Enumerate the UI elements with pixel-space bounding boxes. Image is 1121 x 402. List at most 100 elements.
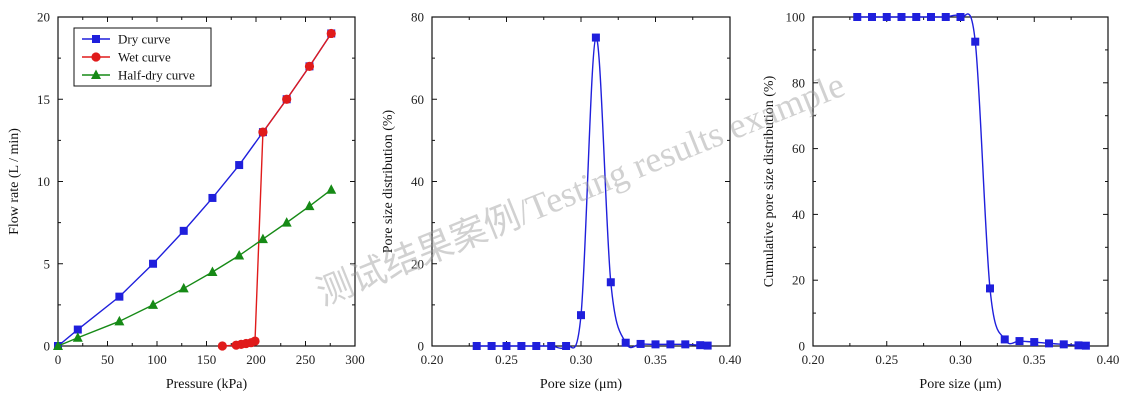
data-point: [1015, 337, 1024, 346]
data-point: [912, 13, 921, 21]
data-point: [971, 37, 980, 46]
legend-marker: [91, 52, 101, 62]
data-point: [257, 233, 268, 244]
series-1: [472, 33, 712, 350]
data-point: [179, 226, 188, 235]
x-axis-label: Pressure (kPa): [166, 377, 248, 392]
data-point: [72, 332, 83, 342]
data-point: [1081, 341, 1090, 350]
data-point: [208, 193, 217, 202]
data-point: [897, 13, 906, 21]
data-point: [577, 311, 585, 320]
data-point: [621, 338, 630, 347]
series-2: [217, 28, 336, 351]
data-point: [696, 341, 705, 350]
legend-item: Dry curve: [82, 32, 171, 47]
y-tick-label: 60: [792, 141, 805, 156]
series-line: [57, 189, 332, 347]
legend-label: Wet curve: [118, 50, 171, 65]
data-point: [1045, 339, 1053, 348]
data-point: [148, 299, 159, 309]
data-point: [986, 284, 994, 293]
plot-frame: [812, 16, 1109, 347]
legend: Dry curve Wet curve Half-dry curve: [73, 27, 212, 87]
y-tick-label: 20: [411, 256, 424, 271]
data-point: [304, 200, 315, 211]
data-point: [217, 341, 227, 351]
legend-label: Dry curve: [118, 32, 171, 47]
x-tick-label: 0.20: [802, 352, 825, 367]
data-point: [258, 127, 268, 137]
y-tick-label: 15: [37, 92, 50, 107]
y-tick-label: 40: [411, 174, 424, 189]
y-tick-label: 40: [792, 207, 805, 222]
y-tick-label: 0: [799, 339, 806, 354]
legend-marker: [91, 69, 101, 79]
data-point: [703, 341, 712, 350]
data-point: [326, 184, 337, 194]
data-point: [1074, 341, 1083, 350]
x-tick-label: 150: [197, 352, 217, 367]
data-point: [547, 342, 556, 350]
x-axis-label: Pore size (μm): [540, 377, 622, 392]
x-tick-label: 0.40: [719, 352, 742, 367]
data-point: [178, 282, 189, 293]
data-point: [853, 13, 862, 21]
data-point: [234, 250, 245, 260]
data-point: [941, 13, 950, 21]
y-tick-label: 10: [37, 174, 50, 189]
legend-item: Half-dry curve: [82, 68, 195, 83]
x-tick-label: 0.35: [644, 352, 667, 367]
y-tick-label: 5: [44, 256, 51, 271]
chart-panel-2: 0.20 0.25 0.30 0.35 0.40 0 20 40 60 80 Pore size (…: [381, 10, 741, 393]
chart-panel-3: 0.20 0.25 0.30 0.35 0.40 0 20 40 60 80 100 Pore siz…: [762, 10, 1119, 393]
data-point: [487, 342, 496, 350]
legend-item: Wet curve: [82, 50, 171, 65]
x-tick-label: 300: [345, 352, 365, 367]
data-point: [591, 33, 600, 42]
data-point: [562, 342, 571, 350]
data-point: [502, 342, 511, 350]
data-point: [115, 292, 124, 301]
y-tick-label: 0: [44, 339, 51, 354]
data-point: [1000, 335, 1009, 344]
y-tick-label: 20: [37, 10, 50, 25]
data-point: [666, 340, 675, 349]
x-tick-label: 0.25: [875, 352, 898, 367]
data-point: [1030, 338, 1039, 347]
data-point: [304, 61, 315, 71]
legend-marker: [92, 35, 100, 43]
data-point: [326, 28, 336, 39]
data-point: [1059, 340, 1068, 349]
data-point: [956, 13, 965, 21]
legend-label: Half-dry curve: [118, 68, 195, 83]
y-tick-label: 0: [418, 339, 425, 354]
data-point: [517, 342, 526, 350]
x-tick-label: 100: [147, 352, 167, 367]
data-point: [636, 339, 645, 348]
data-point: [868, 13, 876, 21]
y-tick-label: 20: [792, 273, 805, 288]
series-line: [222, 33, 332, 347]
data-point: [927, 13, 935, 21]
data-point: [606, 278, 615, 287]
data-point: [235, 161, 244, 170]
y-axis-label: Flow rate (L / min): [7, 128, 22, 235]
y-tick-label: 80: [411, 10, 424, 25]
data-point: [681, 340, 690, 349]
series-3: [53, 184, 337, 350]
series-1: [853, 13, 1090, 350]
data-point: [282, 94, 292, 104]
x-tick-label: 200: [246, 352, 266, 367]
x-tick-label: 250: [296, 352, 316, 367]
x-tick-label: 0: [55, 352, 62, 367]
y-tick-label: 100: [786, 10, 806, 25]
x-tick-label: 0.40: [1097, 352, 1120, 367]
y-axis-label: Pore size distribution (%): [381, 109, 396, 253]
y-tick-label: 80: [792, 75, 805, 90]
data-point: [114, 315, 125, 326]
x-tick-label: 0.25: [495, 352, 518, 367]
data-point: [532, 342, 541, 350]
data-point: [651, 340, 660, 349]
y-axis-label: Cumulative pore size distribution (%): [762, 75, 777, 287]
